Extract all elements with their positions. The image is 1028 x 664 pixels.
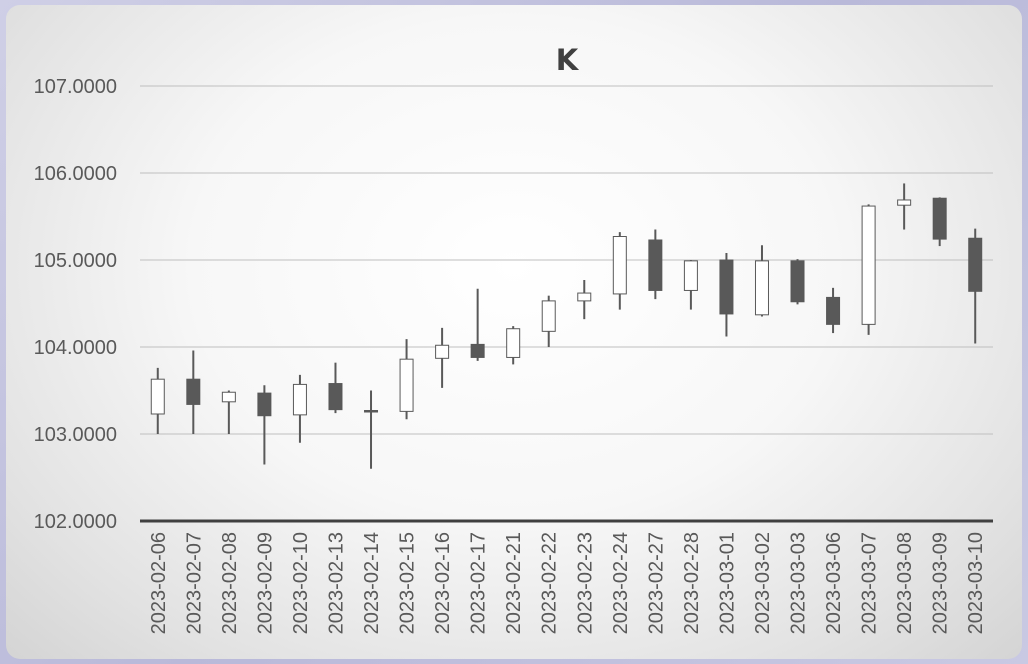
candle <box>364 390 379 469</box>
candle-body-down <box>257 392 272 417</box>
candle <box>399 339 414 420</box>
x-tick-label: 2023-02-14 <box>361 532 383 634</box>
candle-body-up <box>577 292 592 302</box>
x-tick-label: 2023-02-22 <box>539 532 561 634</box>
candle-body-down <box>968 237 983 292</box>
x-tick-label: 2023-02-27 <box>645 532 667 634</box>
candle <box>541 295 556 347</box>
candle-body-up <box>861 205 876 325</box>
candle <box>826 287 841 334</box>
candle-body-up <box>292 383 307 416</box>
candle <box>435 327 450 388</box>
candle-body-down <box>932 197 947 240</box>
candle-body-down <box>790 260 805 303</box>
candle-body-down <box>186 378 201 405</box>
x-axis: 2023-02-06 2023-02-07 2023-02-08 2023-02-09… <box>148 532 987 634</box>
x-tick-label: 2023-03-09 <box>930 532 952 634</box>
x-tick-label: 2023-03-10 <box>965 532 987 634</box>
x-tick-label: 2023-02-09 <box>254 532 276 634</box>
candle <box>968 228 983 344</box>
candle-body-up <box>435 344 450 359</box>
candle-body-up <box>683 260 698 291</box>
x-tick-label: 2023-02-21 <box>503 532 525 634</box>
candle <box>506 326 521 365</box>
candle-body-up <box>754 260 769 316</box>
candle <box>897 183 912 230</box>
candle <box>932 197 947 247</box>
x-tick-label: 2023-03-08 <box>894 532 916 634</box>
candle-body-down <box>648 239 663 291</box>
candle-body-down <box>470 343 485 358</box>
y-tick-label: 106.0000 <box>34 163 117 185</box>
x-tick-label: 2023-02-23 <box>574 532 596 634</box>
candle-body-up <box>612 236 627 295</box>
x-tick-label: 2023-02-17 <box>468 532 490 634</box>
candle-body-up <box>399 358 414 412</box>
candle <box>186 350 201 434</box>
candle <box>719 253 734 337</box>
candle <box>648 229 663 300</box>
x-tick-label: 2023-02-16 <box>432 532 454 634</box>
candle-body-down <box>719 259 734 315</box>
candle <box>150 367 165 434</box>
candle <box>328 362 343 414</box>
x-tick-label: 2023-02-10 <box>290 532 312 634</box>
candle-body-up <box>221 391 236 403</box>
y-axis: 102.0000 103.0000 104.0000 105.0000 106.0000… <box>34 76 117 533</box>
gridlines <box>140 85 993 435</box>
x-tick-label: 2023-03-06 <box>823 532 845 634</box>
x-tick-label: 2023-02-07 <box>183 532 205 634</box>
candle <box>257 385 272 465</box>
x-tick-label: 2023-02-06 <box>148 532 170 634</box>
candle <box>221 390 236 434</box>
candles <box>150 183 983 469</box>
chart-title: K <box>556 43 580 77</box>
x-tick-label: 2023-02-24 <box>610 532 632 634</box>
candle <box>754 245 769 317</box>
candle <box>790 259 805 305</box>
y-tick-label: 107.0000 <box>34 76 117 98</box>
candle-body-down <box>364 410 379 413</box>
candle-body-down <box>826 296 841 325</box>
candle-body-up <box>506 328 521 358</box>
candle <box>683 260 698 310</box>
candle-body-up <box>897 199 912 206</box>
x-tick-label: 2023-02-15 <box>397 532 419 634</box>
y-tick-label: 104.0000 <box>34 337 117 359</box>
x-tick-label: 2023-03-03 <box>788 532 810 634</box>
candle <box>612 232 627 310</box>
y-tick-label: 103.0000 <box>34 424 117 446</box>
y-tick-label: 102.0000 <box>34 511 117 533</box>
x-tick-label: 2023-03-07 <box>859 532 881 634</box>
candle-body-up <box>150 378 165 415</box>
x-tick-label: 2023-02-28 <box>681 532 703 634</box>
candle-body-up <box>541 300 556 332</box>
candle <box>861 204 876 335</box>
candle-body-down <box>328 383 343 411</box>
x-tick-label: 2023-03-02 <box>752 532 774 634</box>
x-tick-label: 2023-02-13 <box>325 532 347 634</box>
candle <box>470 288 485 361</box>
y-tick-label: 105.0000 <box>34 250 117 272</box>
x-tick-label: 2023-02-08 <box>219 532 241 634</box>
candle <box>577 280 592 320</box>
candle <box>292 374 307 443</box>
x-tick-label: 2023-03-01 <box>716 532 738 634</box>
